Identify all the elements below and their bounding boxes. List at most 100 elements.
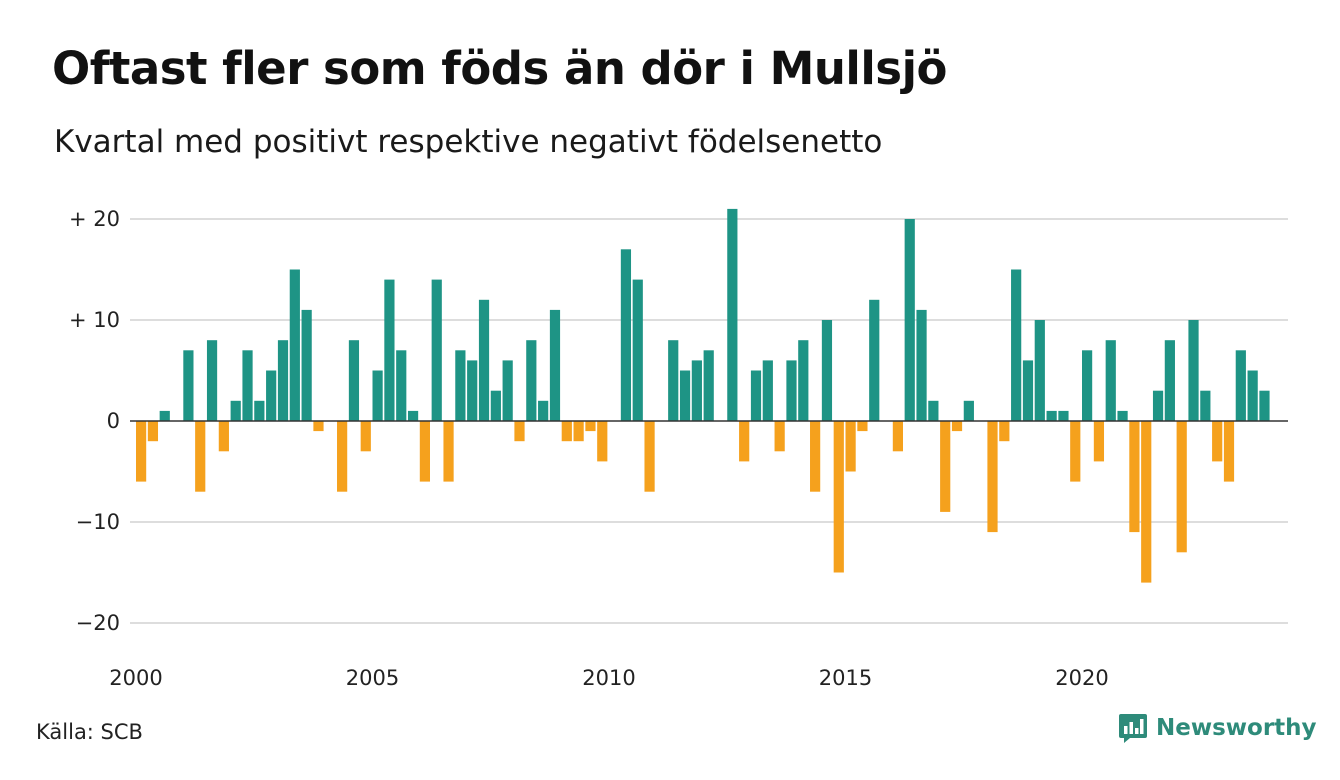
- bar: 2008 Q2: 8: [526, 340, 537, 421]
- bar: 2022 Q2: 10: [1188, 320, 1199, 421]
- bar: 2001 Q1: 7: [183, 350, 194, 421]
- bar: 2007 Q2: 12: [478, 299, 490, 421]
- bar: 2009 Q1: -2: [561, 421, 572, 442]
- bar: 2009 Q3: -1: [585, 421, 596, 432]
- bar: 2019 Q2: 1: [1046, 410, 1057, 421]
- bar: 2016 Q1: -3: [892, 421, 903, 452]
- bar: 2015 Q3: 12: [869, 299, 880, 421]
- bar: 2005 Q4: 1: [407, 410, 419, 421]
- bar: 2021 Q1: -11: [1129, 421, 1140, 533]
- bar: 2004 Q4: -3: [360, 421, 371, 452]
- bar: 2004 Q2: -7: [337, 421, 348, 492]
- bar: 2021 Q2: -16: [1141, 421, 1152, 583]
- bar: 2003 Q3: 11: [301, 309, 312, 421]
- bar: 2022 Q4: -4: [1212, 421, 1223, 462]
- bar: 2012 Q4: -4: [739, 421, 750, 462]
- bar: 2018 Q3: 15: [1011, 269, 1022, 421]
- bar: 2007 Q1: 6: [467, 360, 478, 421]
- bar: 2009 Q2: -2: [573, 421, 584, 442]
- x-tick-label: 2020: [1055, 666, 1108, 690]
- bar: 2013 Q2: 6: [762, 360, 773, 421]
- bar: 2016 Q2: 20: [904, 219, 915, 421]
- bar: 2005 Q1: 5: [372, 370, 383, 421]
- bar: 2015 Q1: -5: [845, 421, 856, 472]
- bar: 2007 Q4: 6: [502, 360, 513, 421]
- bar: 2023 Q1: -6: [1223, 421, 1235, 482]
- bar: 2008 Q3: 2: [538, 400, 549, 421]
- x-axis-ticks: 2000 2005 2010 2015 2020: [109, 666, 1108, 690]
- bar: 2000 Q1: -6: [136, 421, 147, 482]
- bar: 2002 Q3: 2: [254, 400, 265, 421]
- bar: 2020 Q2: -4: [1093, 421, 1105, 462]
- bar: 2018 Q4: 6: [1022, 360, 1034, 421]
- bar: 2022 Q1: -13: [1176, 421, 1187, 553]
- y-tick-label: −20: [76, 611, 120, 635]
- bar: 2001 Q4: -3: [218, 421, 229, 452]
- bar: 2001 Q2: -7: [195, 421, 206, 492]
- bar: 2020 Q3: 8: [1105, 340, 1116, 421]
- bar: 2017 Q2: -1: [951, 421, 963, 432]
- y-tick-label: 0: [107, 409, 120, 433]
- y-tick-label: + 10: [69, 308, 120, 332]
- bar: 2010 Q2: 17: [620, 249, 632, 421]
- bar: 2002 Q4: 5: [266, 370, 277, 421]
- bar: 2016 Q3: 11: [916, 309, 927, 421]
- bar: 2023 Q4: 3: [1259, 390, 1270, 421]
- bar: 2011 Q2: 8: [668, 340, 679, 421]
- chart-title: Oftast fler som föds än dör i Mullsjö: [52, 42, 947, 95]
- bar: 2006 Q2: 14: [431, 279, 442, 421]
- source-note: Källa: SCB: [36, 720, 143, 744]
- bar: 2011 Q3: 5: [679, 370, 691, 421]
- bar: 2020 Q4: 1: [1117, 410, 1128, 421]
- bar: 2005 Q3: 7: [396, 350, 407, 421]
- bar: 2008 Q4: 11: [549, 309, 561, 421]
- bar: 2018 Q2: -2: [999, 421, 1010, 442]
- bar: 2022 Q3: 3: [1200, 390, 1211, 421]
- bar: 2014 Q4: -15: [833, 421, 844, 573]
- bar: 2008 Q1: -2: [514, 421, 525, 442]
- bar: 2003 Q1: 8: [277, 340, 289, 421]
- bar: 2003 Q2: 15: [289, 269, 300, 421]
- bar: 2014 Q3: 10: [821, 320, 833, 421]
- bar: 2018 Q1: -11: [987, 421, 998, 533]
- bar: 2002 Q2: 7: [242, 350, 253, 421]
- x-tick-label: 2015: [819, 666, 872, 690]
- bar: 2010 Q4: -7: [644, 421, 655, 492]
- bar: 2000 Q2: -2: [147, 421, 159, 442]
- grid-lines: [130, 218, 1288, 624]
- brand-logo: Newsworthy: [1118, 712, 1317, 744]
- bar: 2019 Q4: -6: [1070, 421, 1081, 482]
- bar: 2006 Q1: -6: [419, 421, 430, 482]
- bar: 2023 Q3: 5: [1247, 370, 1258, 421]
- bar: 2009 Q4: -4: [597, 421, 608, 462]
- x-tick-label: 2010: [582, 666, 635, 690]
- bar: 2019 Q1: 10: [1034, 320, 1045, 421]
- bar: 2016 Q4: 2: [928, 400, 939, 421]
- bar: 2003 Q4: -1: [313, 421, 324, 432]
- bar: 2010 Q3: 14: [632, 279, 643, 421]
- bar: 2013 Q1: 5: [750, 370, 762, 421]
- bar: 2013 Q4: 6: [786, 360, 797, 421]
- bar: 2020 Q1: 7: [1082, 350, 1093, 421]
- bar: 2006 Q3: -6: [443, 421, 454, 482]
- x-tick-label: 2000: [109, 666, 162, 690]
- bar: 2004 Q3: 8: [348, 340, 360, 421]
- y-tick-label: + 20: [69, 207, 120, 231]
- chart-subtitle: Kvartal med positivt respektive negativt…: [54, 124, 883, 160]
- bar: 2011 Q4: 6: [691, 360, 702, 421]
- bar: 2023 Q2: 7: [1235, 350, 1246, 421]
- bars: 2000 Q1: -62000 Q2: -22000 Q3: 1 2001 Q1:…: [136, 208, 1270, 583]
- bar: 2014 Q1: 8: [798, 340, 809, 421]
- bar: 2019 Q3: 1: [1058, 410, 1069, 421]
- bar: 2017 Q1: -9: [940, 421, 951, 512]
- bar: 2013 Q3: -3: [774, 421, 785, 452]
- bar: 2014 Q2: -7: [810, 421, 821, 492]
- bar: 2005 Q2: 14: [384, 279, 395, 421]
- x-tick-label: 2005: [346, 666, 399, 690]
- bar: 2021 Q3: 3: [1152, 390, 1164, 421]
- bar: 2012 Q3: 21: [727, 208, 738, 421]
- bar: 2000 Q3: 1: [159, 410, 170, 421]
- bar: 2021 Q4: 8: [1164, 340, 1175, 421]
- bar: 2017 Q3: 2: [963, 400, 974, 421]
